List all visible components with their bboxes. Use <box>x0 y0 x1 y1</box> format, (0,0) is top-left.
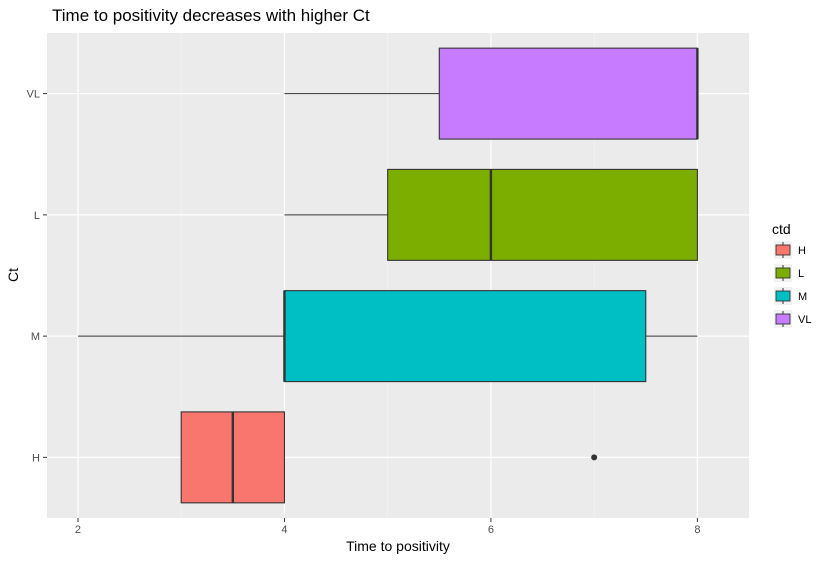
legend-title: ctd <box>772 221 791 237</box>
legend-item-vl: VL <box>774 310 811 328</box>
box-l <box>284 168 698 261</box>
legend-item-h: H <box>774 241 806 259</box>
legend-label: M <box>798 291 807 303</box>
x-axis-title: Time to positivity <box>346 538 450 554</box>
legend-swatch <box>775 290 791 302</box>
y-axis: H M L VL <box>27 89 47 464</box>
x-tick-label: 4 <box>281 524 287 536</box>
y-tick-label: M <box>31 331 40 343</box>
y-tick-label: H <box>32 452 40 464</box>
box-series <box>77 47 699 504</box>
y-axis-title: Ct <box>5 268 21 282</box>
box-h <box>180 411 598 504</box>
y-tick-label: VL <box>27 89 40 101</box>
x-tick-label: 6 <box>488 524 494 536</box>
legend-label: L <box>798 268 804 280</box>
box-iqr <box>438 47 698 140</box>
x-axis: 2 4 6 8 <box>75 518 700 536</box>
legend-label: VL <box>798 314 811 326</box>
box-iqr <box>283 290 647 383</box>
legend-swatch <box>775 267 791 279</box>
legend-label: H <box>798 245 806 257</box>
x-tick-label: 8 <box>694 524 700 536</box>
box-m <box>77 290 698 383</box>
legend-swatch <box>775 244 791 256</box>
box-iqr <box>387 168 698 261</box>
legend-item-l: L <box>774 264 804 282</box>
legend-swatch <box>775 313 791 325</box>
outlier-point <box>591 454 598 461</box>
chart-title: Time to positivity decreases with higher… <box>52 6 370 25</box>
y-tick-label: L <box>34 210 40 222</box>
x-tick-label: 2 <box>75 524 81 536</box>
box-vl <box>284 47 699 140</box>
legend-item-m: M <box>774 287 807 305</box>
legend: ctd HLM VL <box>772 221 811 328</box>
